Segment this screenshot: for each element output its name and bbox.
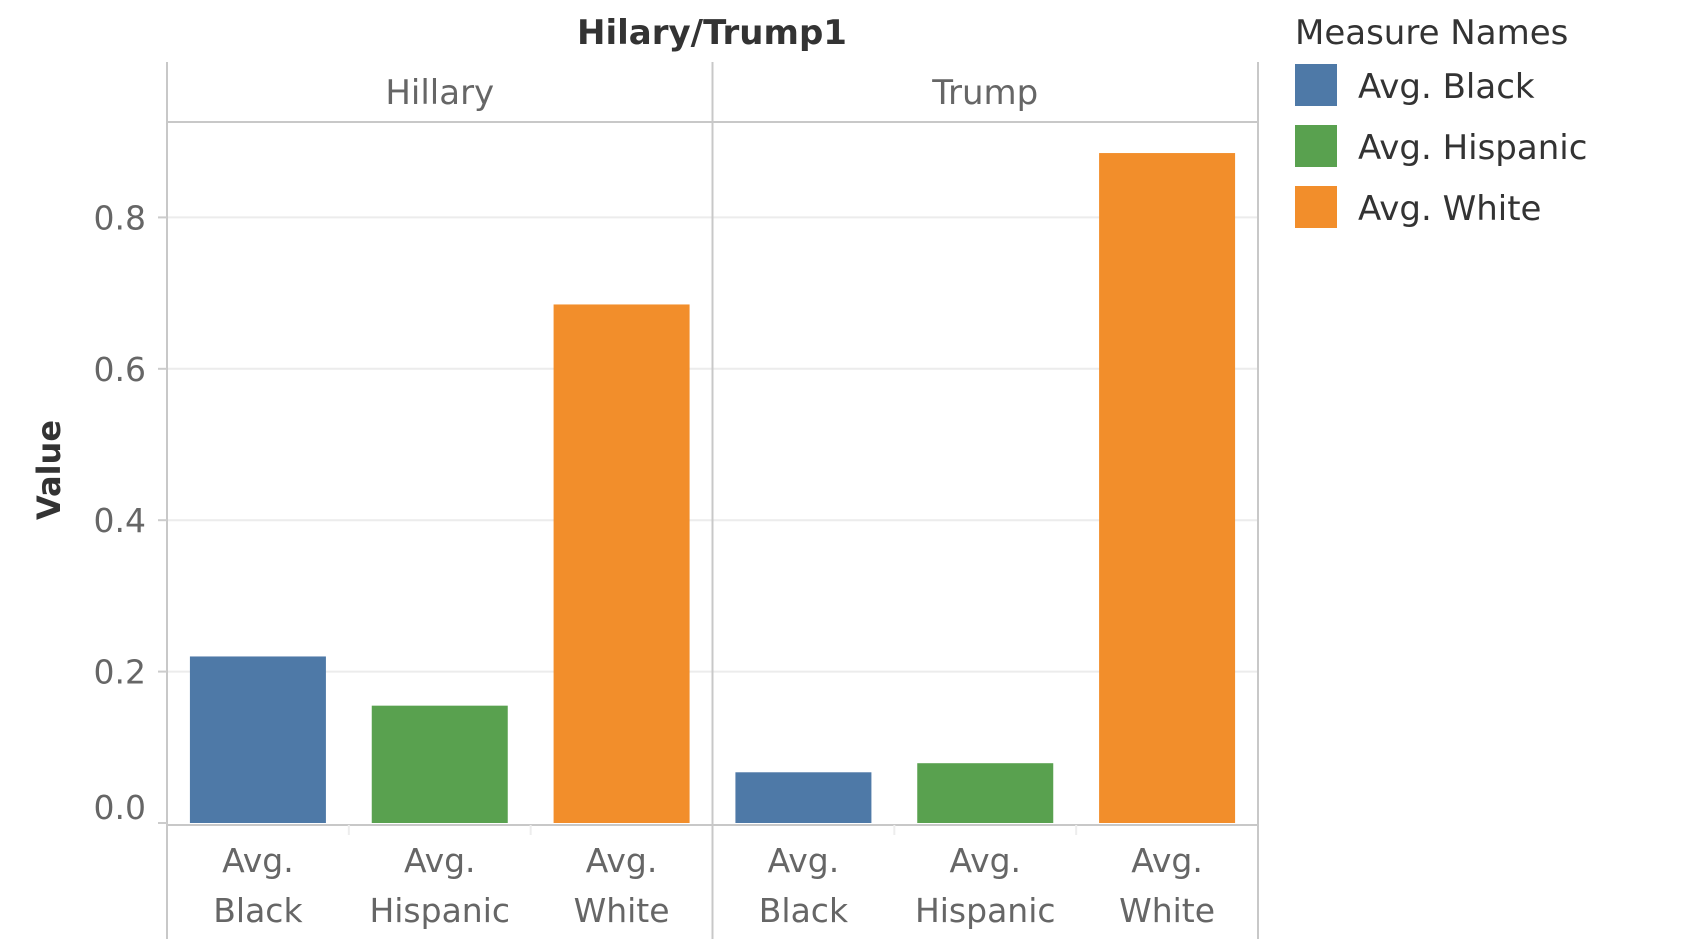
chart-frame [166,62,1259,939]
x-category-label: Avg. Black [759,841,849,930]
legend-item[interactable]: Avg. Black [1295,64,1535,107]
legend-item[interactable]: Avg. Hispanic [1295,125,1587,168]
x-category-label: Avg. Hispanic [369,841,510,930]
legend-swatch [1295,125,1337,167]
x-category-label: Avg. Black [213,841,303,930]
legend: Measure Names Avg. Black Avg. Hispanic Avg… [1295,13,1587,229]
bar-hillary-avg-hispanic[interactable] [371,705,508,823]
legend-label: Avg. Hispanic [1358,128,1587,168]
y-tick-label: 0.2 [94,653,146,692]
legend-swatch [1295,64,1337,106]
legend-title: Measure Names [1295,13,1568,53]
bar-hillary-avg-black[interactable] [189,656,326,823]
legend-label: Avg. Black [1358,67,1535,107]
y-tick-label: 0.4 [94,501,146,540]
y-axis-label: Value [30,420,68,520]
y-tick-label: 0.0 [94,788,146,827]
chart-title: Hilary/Trump1 [577,13,847,53]
bar-trump-avg-hispanic[interactable] [917,763,1054,823]
y-tick-label: 0.8 [94,198,146,237]
pane-header: Trump [931,73,1038,113]
pane-header: Hillary [385,73,494,113]
bar-trump-avg-black[interactable] [735,772,872,823]
x-category-label: Avg. Hispanic [915,841,1056,930]
pane-trump: Trump Avg. Black Avg. Hispanic Avg. White [735,73,1236,930]
y-axis-ticks: 0.0 0.2 0.4 0.6 0.8 [94,198,167,827]
legend-item[interactable]: Avg. White [1295,186,1541,229]
legend-swatch [1295,186,1337,228]
x-category-label: Avg. White [574,841,670,930]
bar-hillary-avg-white[interactable] [553,304,690,824]
legend-label: Avg. White [1358,189,1541,229]
y-tick-label: 0.6 [94,350,146,389]
pane-hillary: Hillary Avg. Black Avg. Hispanic Avg. White [189,73,690,930]
bar-trump-avg-white[interactable] [1099,153,1236,823]
x-category-label: Avg. White [1119,841,1215,930]
